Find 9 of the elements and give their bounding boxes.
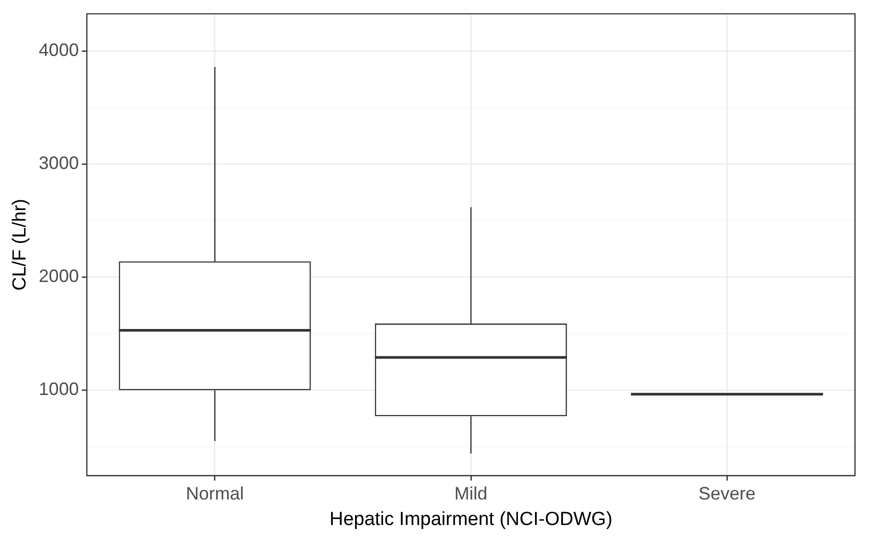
y-tick-label: 3000	[38, 153, 79, 174]
x-tick-label: Mild	[454, 483, 488, 504]
y-axis-title: CL/F (L/hr)	[10, 198, 31, 291]
y-tick-label: 1000	[38, 379, 79, 400]
x-tick-label: Severe	[698, 483, 756, 504]
x-tick-label: Normal	[186, 483, 244, 504]
y-tick-label: 4000	[38, 40, 79, 60]
x-axis-title: Hepatic Impairment (NCI-ODWG)	[329, 508, 612, 530]
y-tick-label: 2000	[38, 266, 79, 286]
